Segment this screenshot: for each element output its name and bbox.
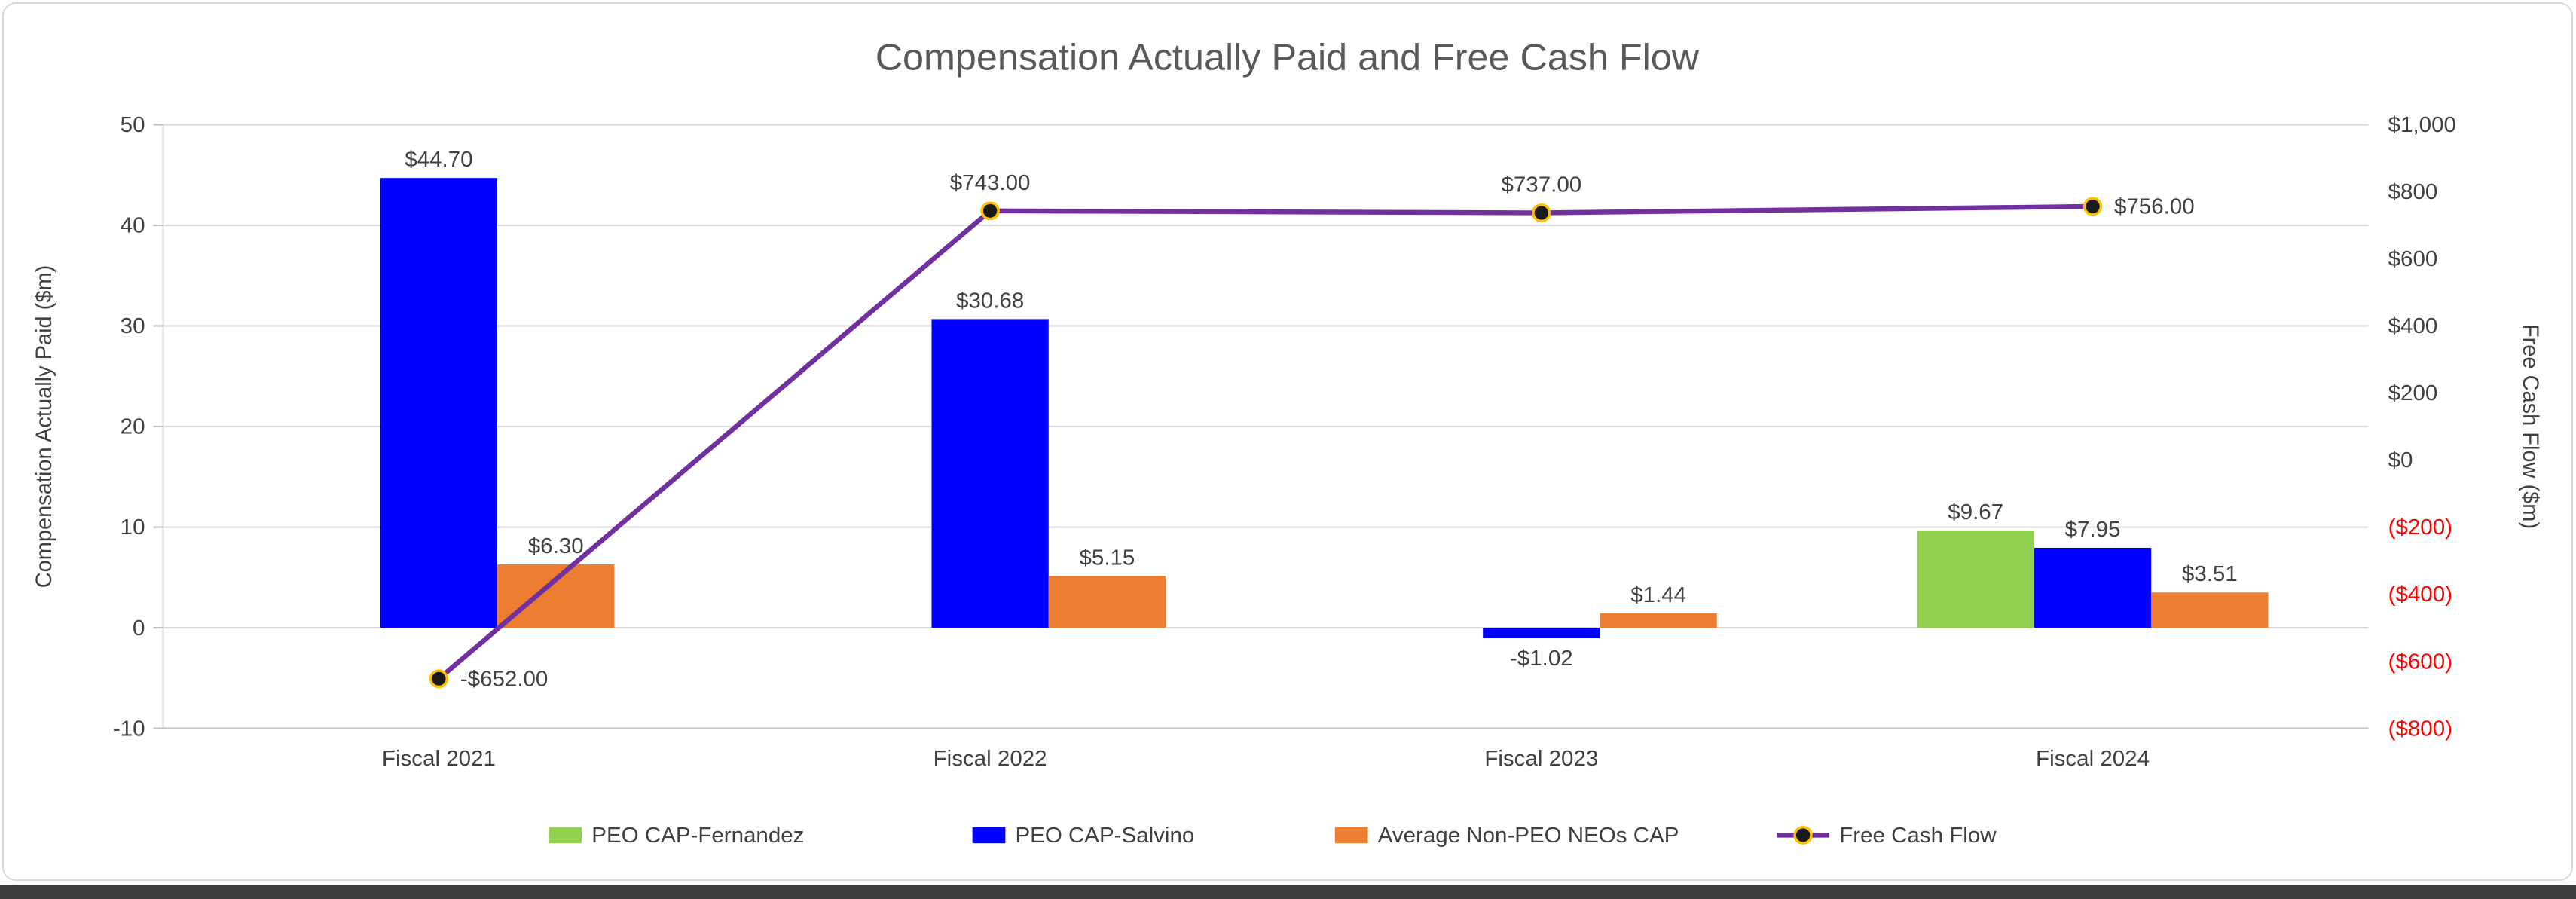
line-marker-Fiscal 2021 [429,669,449,689]
bar-label-PEO CAP-Salvino-Fiscal 2021: $44.70 [405,148,472,172]
chart-title: Compensation Actually Paid and Free Cash… [875,36,1700,78]
bar-label-Average Non-PEO NEOs CAP-Fiscal 2021: $6.30 [528,534,584,558]
bar-Average Non-PEO NEOs CAP-Fiscal 2021 [497,564,615,628]
left-axis-tick-label: -10 [113,717,145,742]
bar-series [380,178,2269,638]
bar-label-PEO CAP-Salvino-Fiscal 2022: $30.68 [956,289,1024,313]
right-axis-tick-label: $200 [2388,381,2438,405]
legend-label-Average Non-PEO NEOs CAP: Average Non-PEO NEOs CAP [1378,824,1679,848]
axes: 50 40 30 20 10 0 -10 $1,000 $800 $600 $400 $200 $0 ($… [113,113,2456,771]
left-axis-tick-label: 0 [133,616,145,641]
category-label: Fiscal 2021 [382,747,496,771]
legend-swatch-PEO CAP-Salvino [972,827,1006,844]
category-label: Fiscal 2022 [934,747,1047,771]
line-label-Fiscal 2023: $737.00 [1501,173,1581,197]
legend-marker-Free Cash Flow [1793,825,1813,845]
line-label-Fiscal 2024: $756.00 [2114,195,2195,219]
category-label: Fiscal 2024 [2036,747,2150,771]
line-marker-Fiscal 2023 [1532,203,1551,222]
legend-label-PEO CAP-Fernandez: PEO CAP-Fernandez [591,824,804,848]
legend-label-PEO CAP-Salvino: PEO CAP-Salvino [1015,824,1194,848]
line-marker-Fiscal 2022 [980,201,1000,221]
bar-label-PEO CAP-Fernandez-Fiscal 2024: $9.67 [1948,500,2003,524]
left-axis-tick-label: 50 [121,113,145,137]
bar-PEO CAP-Salvino-Fiscal 2024 [2034,547,2152,628]
right-axis-tick-label: $400 [2388,314,2438,338]
legend-swatch-PEO CAP-Fernandez [549,827,582,844]
right-axis-tick-label: $600 [2388,247,2438,271]
line-Free Cash Flow [437,203,2093,681]
left-axis-title: Compensation Actually Paid ($m) [32,265,57,589]
legend-swatch-Average Non-PEO NEOs CAP [1334,827,1368,844]
bar-label-Average Non-PEO NEOs CAP-Fiscal 2022: $5.15 [1079,546,1135,570]
bar-label-Average Non-PEO NEOs CAP-Fiscal 2023: $1.44 [1630,583,1686,607]
bar-label-Average Non-PEO NEOs CAP-Fiscal 2024: $3.51 [2182,562,2238,586]
category-label: Fiscal 2023 [1484,747,1598,771]
left-axis-tick-label: 40 [121,214,145,238]
right-axis-tick-label: ($200) [2388,515,2452,540]
bar-Average Non-PEO NEOs CAP-Fiscal 2023 [1600,613,1717,628]
right-axis-tick-label: ($400) [2388,583,2452,607]
left-axis-tick-label: 20 [121,415,145,439]
right-axis-tick-label: ($600) [2388,650,2452,674]
data-labels: $9.67 $44.70 $30.68 -$1.02 $7.95 $6.30 $5.15 $1… [405,148,2237,691]
line-marker-Fiscal 2024 [2082,197,2103,216]
bottom-dark-strip [0,885,2576,899]
line-label-Fiscal 2022: $743.00 [950,171,1031,195]
right-axis-tick-label: $0 [2388,448,2413,472]
bar-PEO CAP-Fernandez-Fiscal 2024 [1917,530,2034,628]
bar-PEO CAP-Salvino-Fiscal 2021 [380,178,498,628]
bar-PEO CAP-Salvino-Fiscal 2023 [1483,628,1600,638]
right-axis-tick-label: ($800) [2388,717,2452,742]
legend-label-Free Cash Flow: Free Cash Flow [1839,824,1997,848]
chart-legend: PEO CAP-Fernandez PEO CAP-Salvino Average … [549,824,1997,848]
bar-Average Non-PEO NEOs CAP-Fiscal 2024 [2151,592,2269,628]
bar-Average Non-PEO NEOs CAP-Fiscal 2022 [1048,576,1166,628]
right-axis-title: Free Cash Flow ($m) [2518,324,2542,529]
left-axis-tick-label: 30 [121,314,145,338]
bar-label-PEO CAP-Salvino-Fiscal 2024: $7.95 [2065,518,2121,542]
bar-PEO CAP-Salvino-Fiscal 2022 [931,319,1049,628]
line-label-Fiscal 2021: -$652.00 [460,668,549,692]
right-axis-tick-label: $1,000 [2388,113,2456,137]
bar-label-PEO CAP-Salvino-Fiscal 2023: -$1.02 [1510,647,1573,671]
left-axis-tick-label: 10 [121,515,145,540]
line-series [429,197,2103,689]
right-axis-tick-label: $800 [2388,180,2438,204]
